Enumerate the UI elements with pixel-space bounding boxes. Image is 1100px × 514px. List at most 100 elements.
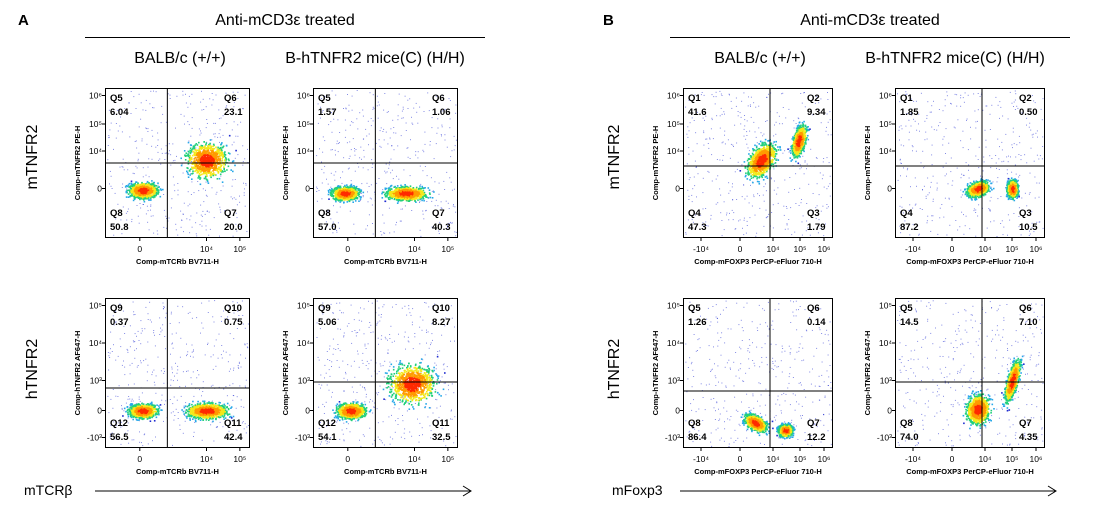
event-dot [172, 411, 174, 413]
event-dot [202, 327, 204, 329]
event-dot [199, 151, 202, 153]
event-dot [202, 98, 204, 100]
event-dot [220, 190, 222, 192]
event-dot [141, 186, 144, 189]
event-dot [427, 197, 430, 199]
event-dot [133, 311, 135, 313]
event-dot [212, 172, 215, 175]
event-dot [414, 193, 417, 195]
event-dot [210, 424, 212, 426]
event-dot [130, 416, 133, 419]
event-dot [146, 194, 149, 196]
event-dot [380, 146, 382, 148]
event-dot [397, 145, 399, 147]
event-dot [210, 385, 212, 387]
x-tick-label: 10⁴ [200, 244, 213, 254]
event-dot [163, 308, 164, 310]
event-dot [367, 120, 369, 122]
event-dot [243, 406, 245, 408]
event-dot [357, 193, 360, 195]
event-dot [340, 192, 343, 194]
event-dot [209, 98, 211, 100]
event-dot [454, 231, 456, 233]
event-dot [183, 202, 185, 204]
event-dot [244, 158, 246, 160]
event-dot [402, 187, 405, 190]
event-dot [142, 183, 145, 185]
event-dot [319, 148, 320, 150]
quadrant-percent: 1.57 [318, 107, 337, 118]
event-dot [140, 184, 142, 186]
event-dot [206, 148, 208, 151]
event-dot [119, 125, 121, 127]
event-dot [206, 141, 208, 143]
event-dot [233, 395, 235, 397]
event-dot [346, 185, 349, 188]
event-dot [418, 188, 420, 190]
event-dot [227, 316, 229, 318]
event-dot [338, 194, 341, 196]
event-dot [203, 156, 205, 159]
event-dot [180, 164, 183, 167]
event-dot [109, 129, 111, 131]
event-dot [412, 197, 414, 200]
event-dot [417, 193, 420, 196]
event-dot [245, 379, 247, 381]
event-dot [339, 206, 341, 208]
event-dot [136, 348, 137, 350]
event-dot [146, 371, 148, 373]
event-dot [321, 182, 323, 184]
event-dot [145, 306, 147, 308]
event-dot [395, 199, 398, 201]
event-dot [397, 199, 399, 201]
event-dot [196, 377, 198, 379]
event-dot [198, 160, 201, 162]
event-dot [391, 169, 393, 171]
event-dot [198, 149, 201, 151]
event-dot [353, 198, 356, 200]
event-dot [128, 102, 130, 104]
event-dot [137, 215, 139, 217]
event-dot [131, 188, 134, 191]
event-dot [444, 134, 446, 136]
event-dot [207, 161, 210, 163]
event-dot [196, 159, 199, 162]
event-dot [131, 221, 133, 223]
event-dot [199, 147, 202, 150]
event-dot [225, 106, 227, 108]
event-dot [134, 314, 136, 315]
event-dot [115, 438, 117, 440]
event-dot [207, 182, 210, 184]
event-dot [421, 185, 423, 188]
panel-b-title: Anti-mCD3ε treated [800, 12, 940, 29]
event-dot [186, 167, 188, 169]
event-dot [403, 188, 405, 191]
event-dot [406, 191, 408, 193]
event-dot [196, 317, 198, 319]
event-dot [410, 190, 412, 192]
event-dot [206, 195, 208, 197]
event-dot [423, 187, 425, 189]
event-dot [420, 183, 422, 185]
event-dot [200, 101, 202, 103]
event-dot [141, 197, 144, 199]
event-dot [213, 154, 216, 156]
event-dot [231, 129, 233, 131]
event-dot [141, 195, 143, 197]
event-dot [147, 182, 150, 184]
event-dot [192, 350, 194, 352]
event-dot [211, 148, 214, 150]
event-dot [397, 187, 400, 190]
event-dot [441, 124, 443, 126]
event-dot [408, 197, 410, 200]
event-dot [211, 150, 213, 152]
event-dot [142, 192, 144, 195]
event-dot [146, 185, 148, 188]
event-dot [444, 189, 446, 190]
event-dot [333, 198, 336, 200]
event-dot [167, 93, 169, 95]
event-dot [348, 167, 350, 169]
event-dot [193, 163, 196, 165]
event-dot [341, 199, 343, 202]
event-dot [353, 188, 356, 190]
